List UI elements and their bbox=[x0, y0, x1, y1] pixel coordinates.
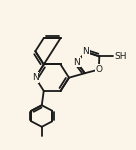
Text: N: N bbox=[82, 47, 89, 56]
Text: SH: SH bbox=[115, 52, 127, 61]
Text: O: O bbox=[95, 65, 102, 74]
Text: N: N bbox=[32, 73, 39, 82]
Text: N: N bbox=[73, 58, 80, 67]
